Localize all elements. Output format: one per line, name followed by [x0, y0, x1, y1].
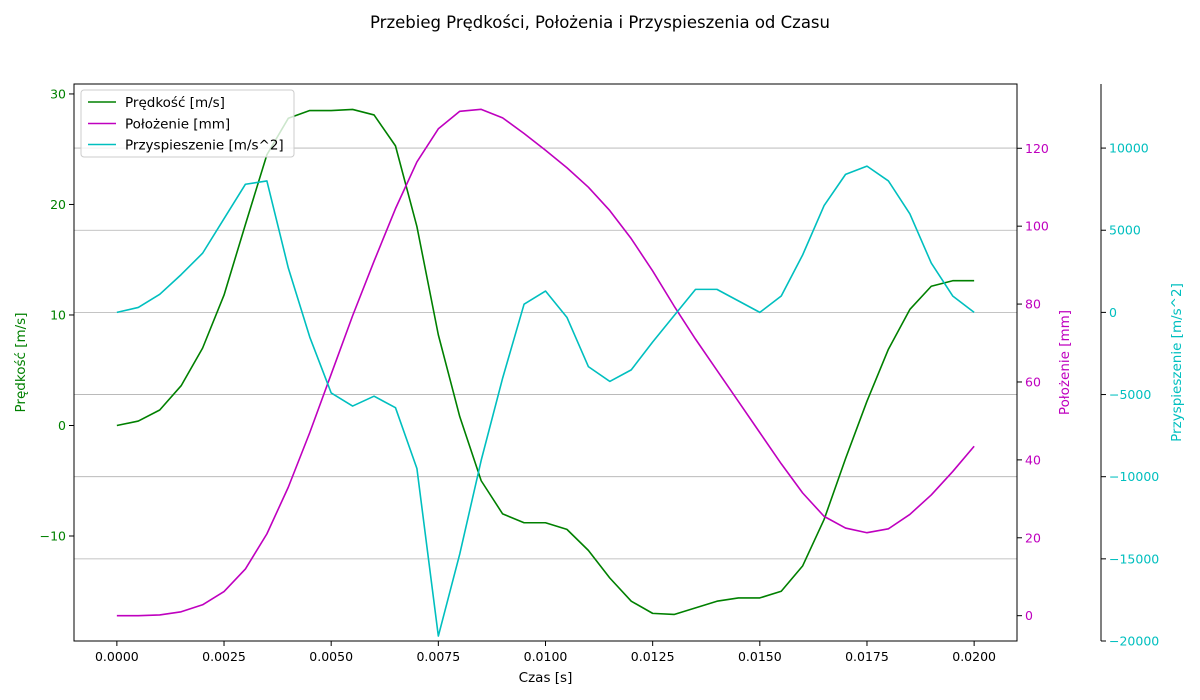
series-line-velocity: [116, 108, 975, 616]
right1-tick-label: 120: [1025, 141, 1049, 156]
left-tick-label: 10: [50, 307, 66, 322]
legend-label-acceleration: Przyspieszenie [m/s^2]: [125, 138, 284, 154]
plot-frame: [73, 83, 1018, 642]
x-tick-label: 0.0175: [845, 649, 889, 664]
x-axis-label: Czas [s]: [519, 670, 573, 686]
right2-axis-label: Przyspieszenie [m/s^2]: [1169, 283, 1185, 442]
right2-tick-label: 5000: [1109, 223, 1141, 238]
x-axis: 0.0000 0.0025 0.0050 0.0075 0.0100 0.0125 0.01…: [95, 641, 996, 664]
x-tick-label: 0.0150: [738, 649, 782, 664]
x-tick-label: 0.0025: [202, 649, 246, 664]
legend-label-velocity: Prędkość [m/s]: [125, 95, 225, 111]
right1-tick-label: 40: [1025, 452, 1041, 467]
left-tick-label: 20: [50, 197, 66, 212]
right1-tick-label: 0: [1025, 608, 1033, 623]
right1-axis-label: Położenie [mm]: [1057, 310, 1073, 415]
series-line-position: [116, 108, 975, 617]
grid: [74, 147, 1017, 560]
x-tick-label: 0.0100: [524, 649, 568, 664]
right2-tick-label: 10000: [1109, 141, 1149, 156]
x-tick-label: 0.0125: [631, 649, 675, 664]
right2-tick-label: 0: [1109, 305, 1117, 320]
right1-tick-label: 80: [1025, 297, 1041, 312]
left-tick-label: −10: [40, 529, 66, 544]
series-line-acceleration: [116, 165, 975, 637]
chart-title: Przebieg Prędkości, Położenia i Przyspie…: [370, 13, 830, 32]
legend-label-position: Położenie [mm]: [125, 117, 230, 133]
x-tick-label: 0.0200: [952, 649, 996, 664]
left-axis-label: Prędkość [m/s]: [13, 313, 29, 413]
right1-tick-label: 20: [1025, 530, 1041, 545]
left-tick-label: 30: [50, 86, 66, 101]
right1-axis: 0 20 40 60 80 100 120: [1017, 141, 1049, 623]
legend-box: [80, 89, 295, 158]
right2-tick-label: −15000: [1109, 551, 1159, 566]
right2-tick-label: −5000: [1109, 387, 1151, 402]
right2-axis: −20000 −15000 −10000 −5000 0 5000 10000: [1101, 141, 1159, 649]
legend: Prędkość [m/s] Położenie [mm] Przyspiesz…: [80, 89, 295, 158]
right1-tick-label: 100: [1025, 219, 1049, 234]
x-tick-label: 0.0000: [95, 649, 139, 664]
left-tick-label: 0: [58, 418, 66, 433]
left-axis: −10 0 10 20 30: [40, 86, 74, 544]
right2-tick-label: −20000: [1109, 634, 1159, 649]
right2-tick-label: −10000: [1109, 469, 1159, 484]
plot-lines: [116, 108, 975, 637]
x-tick-label: 0.0075: [416, 649, 460, 664]
right1-tick-label: 60: [1025, 374, 1041, 389]
x-tick-label: 0.0050: [309, 649, 353, 664]
